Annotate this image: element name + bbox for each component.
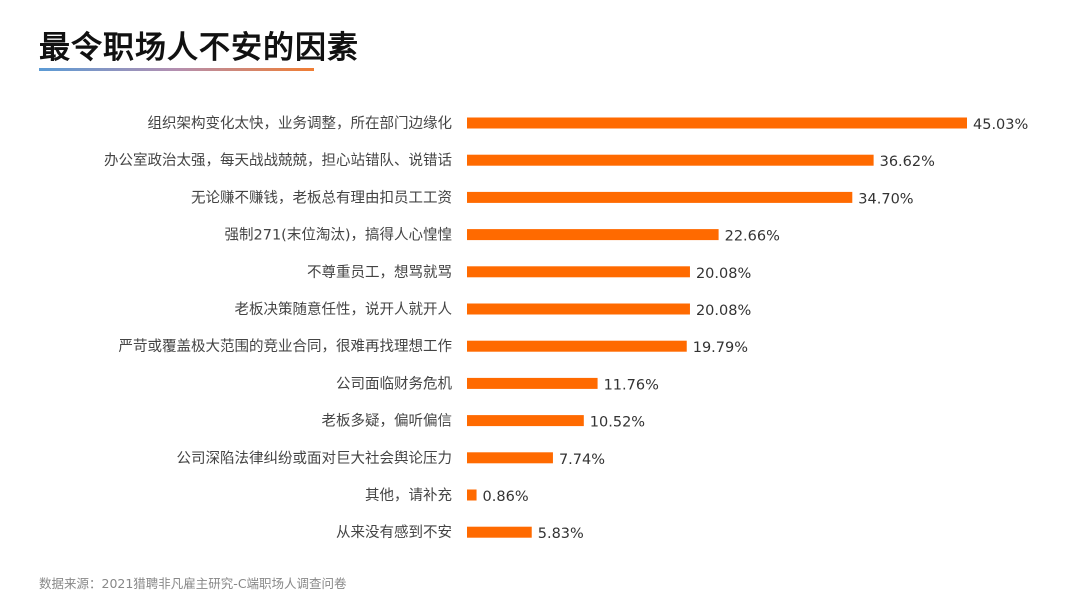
value-label: 11.76%	[604, 377, 659, 393]
category-label: 老板多疑，偏听偏信	[322, 412, 453, 430]
category-label: 办公室政治太强，每天战战兢兢，担心站错队、说错话	[104, 152, 452, 169]
bar	[467, 191, 853, 203]
value-label: 0.86%	[483, 489, 529, 505]
bar	[467, 415, 584, 427]
value-label: 22.66%	[725, 229, 780, 245]
data-source: 数据来源：2021猎聘非凡雇主研究-C端职场人调查问卷	[39, 576, 347, 591]
bar	[467, 229, 719, 241]
category-label: 公司面临财务危机	[336, 375, 452, 392]
bar	[467, 526, 532, 538]
value-label: 20.08%	[696, 303, 751, 319]
value-label: 10.52%	[590, 415, 645, 431]
category-label: 从来没有感到不安	[336, 524, 452, 541]
title-underline	[39, 68, 314, 71]
value-label: 20.08%	[696, 266, 751, 282]
category-label: 不尊重员工，想骂就骂	[307, 264, 452, 281]
page-title: 最令职场人不安的因素	[39, 30, 359, 66]
bar	[467, 303, 690, 315]
bar	[467, 452, 553, 464]
bar	[467, 377, 598, 389]
bar	[467, 489, 477, 501]
category-label: 严苛或覆盖极大范围的竞业合同，很难再找理想工作	[119, 337, 453, 355]
bar	[467, 340, 687, 352]
category-label: 组织架构变化太快，业务调整，所在部门边缘化	[148, 115, 453, 132]
value-label: 45.03%	[973, 117, 1028, 133]
value-label: 19.79%	[693, 340, 748, 356]
value-label: 5.83%	[538, 526, 584, 542]
category-label: 公司深陷法律纠纷或面对巨大社会舆论压力	[177, 450, 453, 467]
bar	[467, 154, 874, 166]
category-label: 强制271(末位淘汰)，搞得人心惶惶	[225, 227, 453, 244]
value-label: 7.74%	[559, 452, 605, 468]
bar	[467, 117, 967, 129]
bar	[467, 266, 690, 278]
category-label: 老板决策随意任性，说开人就开人	[235, 300, 453, 318]
value-label: 36.62%	[880, 154, 935, 170]
category-label: 其他，请补充	[365, 487, 452, 504]
category-label: 无论赚不赚钱，老板总有理由扣员工工资	[191, 188, 452, 206]
value-label: 34.70%	[858, 191, 913, 207]
